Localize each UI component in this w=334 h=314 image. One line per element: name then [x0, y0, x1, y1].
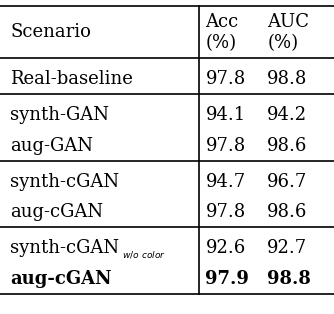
Text: aug-cGAN: aug-cGAN [10, 203, 103, 221]
Text: 98.8: 98.8 [267, 270, 311, 288]
Text: 92.7: 92.7 [267, 239, 307, 257]
Text: AUC
(%): AUC (%) [267, 13, 309, 51]
Text: 94.7: 94.7 [205, 173, 245, 191]
Text: synth-GAN: synth-GAN [10, 106, 109, 124]
Text: synth-cGAN: synth-cGAN [10, 239, 119, 257]
Text: 94.2: 94.2 [267, 106, 307, 124]
Text: 98.6: 98.6 [267, 203, 308, 221]
Text: synth-cGAN: synth-cGAN [10, 173, 119, 191]
Text: 98.6: 98.6 [267, 137, 308, 154]
Text: 97.8: 97.8 [205, 70, 246, 88]
Text: 94.1: 94.1 [205, 106, 246, 124]
Text: Acc
(%): Acc (%) [205, 13, 239, 51]
Text: 97.8: 97.8 [205, 137, 246, 154]
Text: aug-cGAN: aug-cGAN [10, 270, 112, 288]
Text: aug-GAN: aug-GAN [10, 137, 93, 154]
Text: 98.8: 98.8 [267, 70, 308, 88]
Text: $_{w/o\ color}$: $_{w/o\ color}$ [122, 247, 166, 260]
Text: 97.8: 97.8 [205, 203, 246, 221]
Text: Real-baseline: Real-baseline [10, 70, 133, 88]
Text: 97.9: 97.9 [205, 270, 249, 288]
Text: 92.6: 92.6 [205, 239, 246, 257]
Text: Scenario: Scenario [10, 23, 91, 41]
Text: 96.7: 96.7 [267, 173, 308, 191]
